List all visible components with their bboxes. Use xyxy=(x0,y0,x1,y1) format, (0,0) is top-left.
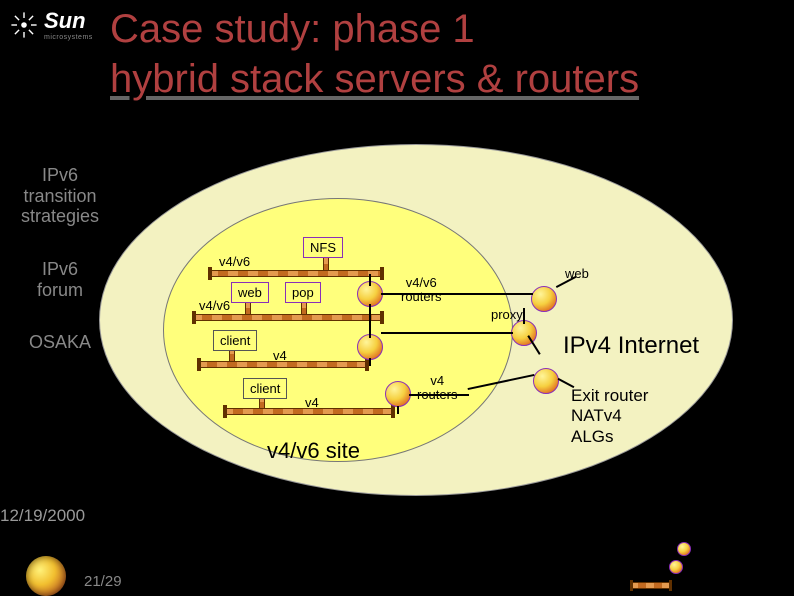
brand-sub: microsystems xyxy=(44,34,93,41)
page-number: 21/29 xyxy=(84,573,122,590)
sidebar-text: strategies xyxy=(21,206,99,226)
client1-box: client xyxy=(213,330,257,351)
conn xyxy=(381,293,533,295)
external-web-node xyxy=(531,286,557,312)
bus-label-top: v4/v6 xyxy=(219,255,250,269)
legend-host-label: Hybrid v4/v6 host xyxy=(697,542,790,556)
sidebar-text: OSAKA xyxy=(29,332,91,352)
conn xyxy=(381,332,513,334)
client2-box: client xyxy=(243,378,287,399)
title-line-1: Case study: phase 1 xyxy=(110,4,639,54)
sun-icon xyxy=(10,11,38,39)
sidebar-text: transition xyxy=(23,186,96,206)
nfs-box: NFS xyxy=(303,237,343,258)
bus-label-client1: v4 xyxy=(273,349,287,363)
diagram-canvas: v4/v6 v4/v6 v4 v4 NFS web pop client cli… xyxy=(95,136,794,566)
bus-mid xyxy=(192,314,384,321)
lbl-text: routers xyxy=(401,289,441,304)
conn xyxy=(397,406,399,414)
legend-host: Hybrid v4/v6 host xyxy=(630,542,790,556)
site-label: v4/v6 site xyxy=(267,438,360,464)
slide-title: Case study: phase 1 hybrid stack servers… xyxy=(110,4,639,104)
internet-label: IPv4 Internet xyxy=(563,332,699,360)
legend-router-icon xyxy=(669,560,683,574)
router-node-3 xyxy=(385,381,411,407)
legend-network-label: Hybrid v4/v6 network xyxy=(678,578,790,592)
decor-orb xyxy=(26,556,66,596)
exit-router-node xyxy=(533,368,559,394)
proxy-label: proxy xyxy=(491,308,523,322)
v4-routers-label: v4 routers xyxy=(417,374,457,401)
conn xyxy=(409,394,469,396)
bus-top xyxy=(208,270,384,277)
conn xyxy=(369,274,371,286)
bus-label-mid: v4/v6 xyxy=(199,299,230,313)
legend-router: Hybrid v6/v6 router xyxy=(630,560,790,574)
txt: NATv4 xyxy=(571,406,622,425)
brand-text: Sun microsystems xyxy=(44,8,93,41)
sidebar-text: IPv6 xyxy=(42,259,78,279)
slide-date: 12/19/2000 xyxy=(0,506,85,526)
brand-name: Sun xyxy=(44,8,93,34)
pop-box: pop xyxy=(285,282,321,303)
legend-network-icon xyxy=(630,582,672,589)
stub xyxy=(323,256,329,270)
legend-router-label: Hybrid v6/v6 router xyxy=(689,560,790,574)
conn xyxy=(369,358,371,366)
brand-logo: Sun microsystems xyxy=(10,8,93,41)
txt: ALGs xyxy=(571,427,614,446)
conn xyxy=(369,318,371,338)
legend-network: Hybrid v4/v6 network xyxy=(630,578,790,592)
exit-router-text: Exit router NATv4 ALGs xyxy=(571,386,648,447)
bus-label-client2: v4 xyxy=(305,396,319,410)
conn xyxy=(523,308,525,324)
v4v6-routers-label: v4/v6 routers xyxy=(401,276,441,303)
sidebar-text: IPv6 xyxy=(42,165,78,185)
txt: Exit router xyxy=(571,386,648,405)
legend: Hybrid v4/v6 host Hybrid v6/v6 router Hy… xyxy=(630,538,790,592)
title-line-2: hybrid stack servers & routers xyxy=(110,54,639,104)
legend-host-icon xyxy=(677,542,691,556)
sidebar-text: forum xyxy=(37,280,83,300)
web-box: web xyxy=(231,282,269,303)
